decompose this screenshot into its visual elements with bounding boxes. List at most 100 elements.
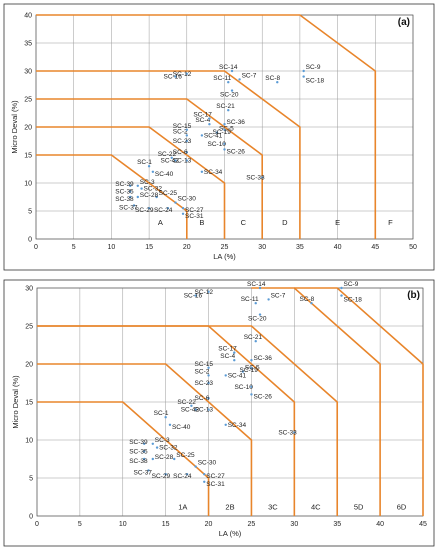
data-point (208, 123, 211, 126)
point-label: SC-24 (173, 473, 192, 480)
data-point (200, 170, 204, 173)
zone-boundary (36, 154, 188, 239)
point-label: SC-15 (195, 361, 214, 368)
data-point (185, 134, 188, 137)
point-label: SC-6 (195, 395, 210, 402)
point-label: SC-16 (184, 293, 203, 300)
panel-b: 0 5 10 15 20 25 30 35 40 45 0 5 10 15 20 25 30 LA (%) Micr… (3, 279, 435, 547)
point-label: SC-18 (344, 297, 363, 304)
x-tick-label: 15 (145, 244, 153, 251)
point-label: SC-9 (306, 64, 321, 71)
data-point (147, 165, 151, 168)
point-label: SC-23 (195, 380, 214, 387)
data-point (151, 170, 155, 173)
point-label: SC-27 (206, 473, 225, 480)
data-point (174, 159, 177, 162)
y-tick-label: 15 (24, 153, 32, 160)
zone-boundary (36, 70, 301, 239)
data-point (223, 142, 226, 145)
data-point (164, 473, 167, 476)
y-tick-label: 0 (28, 237, 32, 244)
point-label: SC-34 (204, 169, 223, 176)
point-label: SC-21 (216, 103, 235, 110)
data-point (258, 286, 262, 290)
data-point (267, 298, 270, 301)
point-label: SC-16 (163, 74, 182, 81)
point-label: SC-23 (173, 138, 192, 145)
point-label: SC-30 (198, 460, 217, 467)
y-tick-label: 30 (25, 286, 33, 293)
panel-frame (3, 279, 435, 547)
x-tick-label: 35 (333, 521, 341, 528)
point-label: SC-42 (160, 158, 179, 165)
data-point (203, 473, 206, 476)
y-tick-label: 10 (24, 181, 32, 188)
data-point (227, 81, 230, 84)
y-tick-label: 10 (25, 438, 33, 445)
x-tick-label: 20 (183, 244, 191, 251)
data-point (250, 393, 253, 396)
x-tick-label: 25 (248, 521, 256, 528)
zone-boundary (36, 98, 264, 239)
data-point (203, 480, 206, 483)
point-label: SC-38 (115, 196, 134, 203)
data-point (261, 176, 264, 179)
y-tick-label: 25 (25, 324, 33, 331)
panel-label: (a) (398, 17, 410, 28)
data-point (250, 385, 253, 388)
y-tick-label: 20 (24, 125, 32, 132)
y-tick-label: 5 (28, 209, 32, 216)
point-label: SC-25 (159, 190, 178, 197)
data-point (207, 374, 210, 377)
data-point (233, 359, 236, 362)
point-label: SC-2 (173, 128, 188, 135)
point-label: SC-32 (159, 445, 178, 452)
point-label: SC-8 (265, 75, 280, 82)
point-label: SC-13 (173, 158, 192, 165)
data-point (181, 212, 185, 215)
point-label: SC-20 (248, 316, 267, 323)
x-tick-label: 25 (221, 244, 229, 251)
x-axis-label: LA (%) (219, 529, 242, 538)
data-point (223, 128, 226, 131)
x-tick-label: 15 (162, 521, 170, 528)
zone-label: F (388, 218, 393, 227)
zone-label: 2B (225, 502, 234, 511)
data-point (166, 207, 170, 210)
y-tick-label: 5 (29, 476, 33, 483)
point-label: SC-20 (220, 92, 239, 99)
point-label: SC-36 (253, 355, 272, 362)
data-point (250, 359, 253, 362)
data-point (129, 190, 132, 193)
y-tick-label: 0 (29, 514, 33, 521)
data-point (194, 465, 197, 468)
point-label: SC-37 (119, 204, 138, 211)
data-point (143, 450, 146, 453)
x-axis-label: LA (%) (213, 252, 236, 261)
point-label: SC-11 (213, 75, 231, 82)
point-label: SC-19 (213, 129, 232, 136)
zone-label: E (335, 218, 340, 227)
x-tick-label: 50 (409, 244, 417, 251)
data-point (190, 404, 193, 407)
data-point (230, 89, 234, 92)
y-tick-label: 20 (25, 362, 33, 369)
point-label: SC-9 (344, 281, 359, 288)
y-tick-label: 15 (25, 400, 33, 407)
data-point (143, 442, 146, 445)
x-tick-label: 30 (290, 521, 298, 528)
y-tick-label: 40 (24, 13, 32, 20)
point-label: SC-22 (158, 151, 177, 158)
data-point (227, 109, 230, 112)
zone-boundary (37, 401, 210, 516)
point-label: SC-4 (195, 117, 210, 124)
point-label: SC-11 (241, 296, 259, 303)
panel-frame (3, 3, 435, 271)
point-label: SC-37 (134, 469, 153, 476)
data-point (173, 457, 176, 461)
data-point (223, 123, 226, 126)
x-tick-label: 30 (258, 244, 266, 251)
data-point (215, 131, 219, 134)
data-point (302, 75, 305, 78)
